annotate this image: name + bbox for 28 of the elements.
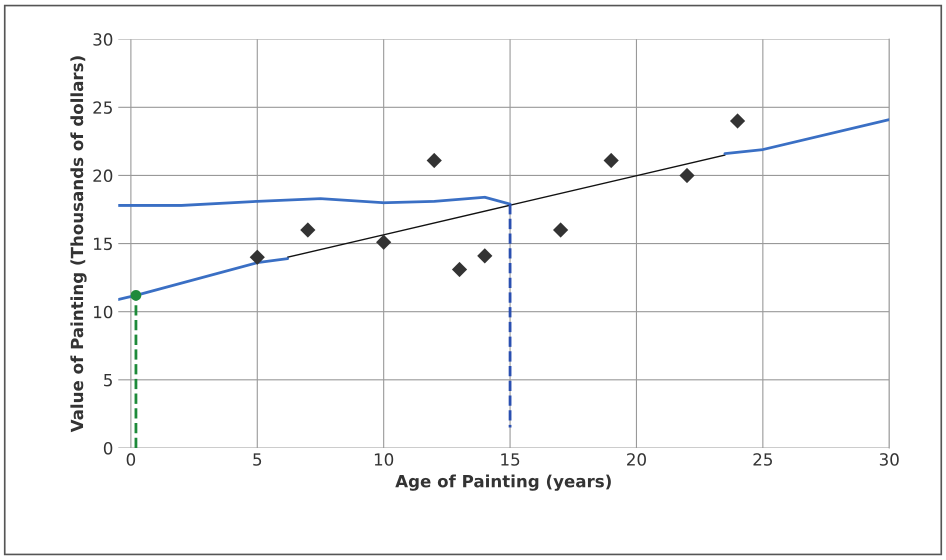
y-tick-label: 15 [94,238,112,250]
x-tick-label: 15 [501,453,520,466]
x-tick-label: 20 [627,453,646,466]
y-tick-label: 30 [93,33,112,46]
point [604,152,619,168]
x-tick-label: 0 [126,453,136,466]
y-tick-label: 0 [104,442,112,455]
point [376,234,392,250]
y-tick-label: 10 [94,306,112,318]
point [300,222,316,238]
point [130,290,142,301]
point [730,113,746,129]
point [679,168,695,184]
y-tick-label: 25 [93,101,112,114]
point [452,262,468,278]
line-series [118,196,512,207]
point [553,222,568,238]
y-tick-label: 20 [93,169,112,182]
x-tick-label: 5 [253,453,262,466]
point [250,250,265,265]
x-tick-label: 30 [880,453,899,466]
point [477,248,492,264]
y-tick-label: 5 [104,374,112,386]
x-tick-label: 25 [753,453,772,466]
y-axis-title: Value of Painting (Thousands of dollars) [70,56,87,432]
point [426,152,442,168]
x-tick-label: 10 [374,453,394,466]
x-axis-title: Age of Painting (years) [395,474,611,491]
